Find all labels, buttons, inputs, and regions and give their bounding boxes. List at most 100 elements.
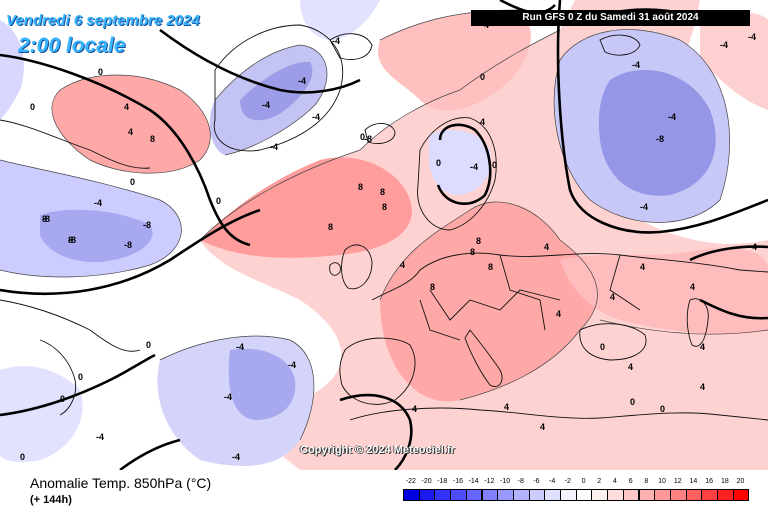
contour-label: -4 (96, 432, 104, 442)
contour-label: 0 (630, 397, 635, 407)
warm-anomaly-northwest (51, 75, 211, 174)
contour-label: -4 (288, 360, 296, 370)
scale-cell (669, 489, 687, 501)
scale-cell (591, 489, 609, 501)
contour-label: -4 (720, 40, 728, 50)
scale-tick-label: 4 (612, 478, 617, 485)
scale-tick-label: -2 (564, 478, 571, 485)
scale-cell (497, 489, 514, 501)
contour-label: 0 (216, 196, 221, 206)
warm-anomaly-far-east (700, 12, 768, 110)
cold-anomaly-north-sea (300, 0, 380, 40)
scale-cell (638, 489, 656, 501)
scale-tick-label: 6 (628, 478, 633, 485)
scale-tick-label: -12 (484, 478, 495, 485)
contour-label: -8 (364, 134, 372, 144)
scale-tick-label: 12 (673, 478, 682, 485)
scale-cell (418, 489, 436, 501)
contour-label: 8 (42, 214, 47, 224)
cold-anomaly-west-core (40, 209, 153, 263)
contour-label: 0 (130, 177, 135, 187)
contour-label: -4 (298, 76, 306, 86)
contour-label: -4 (94, 198, 102, 208)
contour-label: -4 (236, 342, 244, 352)
contour-label: -4 (312, 112, 320, 122)
contour-label: 4 (610, 292, 615, 302)
contour-label: -4 (470, 162, 478, 172)
contour-label: 0 (20, 452, 25, 462)
contour-label: -8 (42, 214, 50, 224)
contour-label: 0 (436, 158, 441, 168)
contour-label: 4 (544, 242, 549, 252)
scale-tick-label: 14 (689, 478, 698, 485)
contour-label: 8 (358, 182, 363, 192)
contour-labels: -8 -8 -8 -8 -8 -8 -4 -4 -4 -4 -4 -4 -4 -4 -4 -4 -4 -4 -4 -4… (20, 10, 757, 462)
scale-cell (450, 489, 467, 501)
warm-anomaly-north (378, 10, 531, 111)
cold-anomaly-russia-core (598, 70, 716, 196)
scale-tick-label: -16 (452, 478, 463, 485)
scale-tick-label: -20 (421, 478, 432, 485)
contour-label: -8 (124, 240, 132, 250)
cold-anomaly-northwest (0, 20, 24, 120)
contour-label: 8 (488, 262, 493, 272)
contour-label: 8 (476, 236, 481, 246)
scale-tick-label: -8 (517, 478, 524, 485)
map-canvas: -8 -8 -8 -8 -8 -8 -4 -4 -4 -4 -4 -4 -4 -4 -4 -4 -4 -4 -4 -4… (0, 0, 768, 472)
contour-label: 8 (150, 134, 155, 144)
scale-cell (544, 489, 561, 501)
scale-tick-label: -18 (437, 478, 448, 485)
contour-label: -4 (270, 142, 278, 152)
warm-anomaly-east (560, 248, 768, 335)
contour-label: 8 (382, 202, 387, 212)
contour-label: -4 (640, 202, 648, 212)
anomaly-fields (0, 0, 768, 470)
contour-label: 4 (690, 282, 695, 292)
scale-cell (528, 489, 546, 501)
contour-label: 4 (124, 102, 129, 112)
scale-cell (481, 489, 499, 501)
contour-label: 0 (78, 372, 83, 382)
contour-label: 0 (30, 102, 35, 112)
contour-label: 0 (600, 342, 605, 352)
contour-label: 4 (752, 242, 757, 252)
contour-label: -4 (262, 100, 270, 110)
scale-cell (465, 489, 483, 501)
contour-label: 0 (60, 394, 65, 404)
contour-label: 4 (700, 382, 705, 392)
run-info: Run GFS 0 Z du Samedi 31 août 2024 (471, 10, 750, 26)
scale-cell (560, 489, 577, 501)
contour-label: 8 (380, 187, 385, 197)
contour-label: -8 (656, 134, 664, 144)
scale-cell (575, 489, 593, 501)
scale-tick-label: 10 (658, 478, 666, 485)
cold-anomaly-southwest (0, 366, 83, 463)
contour-label: 0 (492, 160, 497, 170)
contour-label: 0 (480, 72, 485, 82)
scale-tick-label: 0 (581, 478, 586, 485)
contour-label: -4 (668, 112, 676, 122)
scale-tick-label: 16 (705, 478, 714, 485)
contour-label: 4 (412, 404, 417, 414)
scale-tick-label: -22 (405, 478, 416, 485)
contour-label: -4 (332, 36, 340, 46)
scale-cell (654, 489, 671, 501)
scale-cell (717, 489, 734, 501)
scale-cell (732, 489, 750, 501)
warm-anomaly-core (380, 201, 598, 402)
contour-label: -8 (68, 235, 76, 245)
contour-label: 8 (328, 222, 333, 232)
scale-cell (701, 489, 718, 501)
warm-anomaly-atlantic (200, 157, 412, 258)
scale-cell (685, 489, 703, 501)
valid-date: Vendredi 6 septembre 2024 (6, 12, 200, 29)
scale-tick-label: 20 (736, 478, 745, 485)
scale-tick-label: -4 (549, 478, 556, 485)
lead-time: (+ 144h) (30, 494, 72, 506)
contour-label: 8 (68, 235, 73, 245)
parameter-title: Anomalie Temp. 850hPa (°C) (30, 475, 212, 491)
scale-cell (434, 489, 452, 501)
scale-cell (512, 489, 530, 501)
scale-cell (403, 489, 420, 501)
